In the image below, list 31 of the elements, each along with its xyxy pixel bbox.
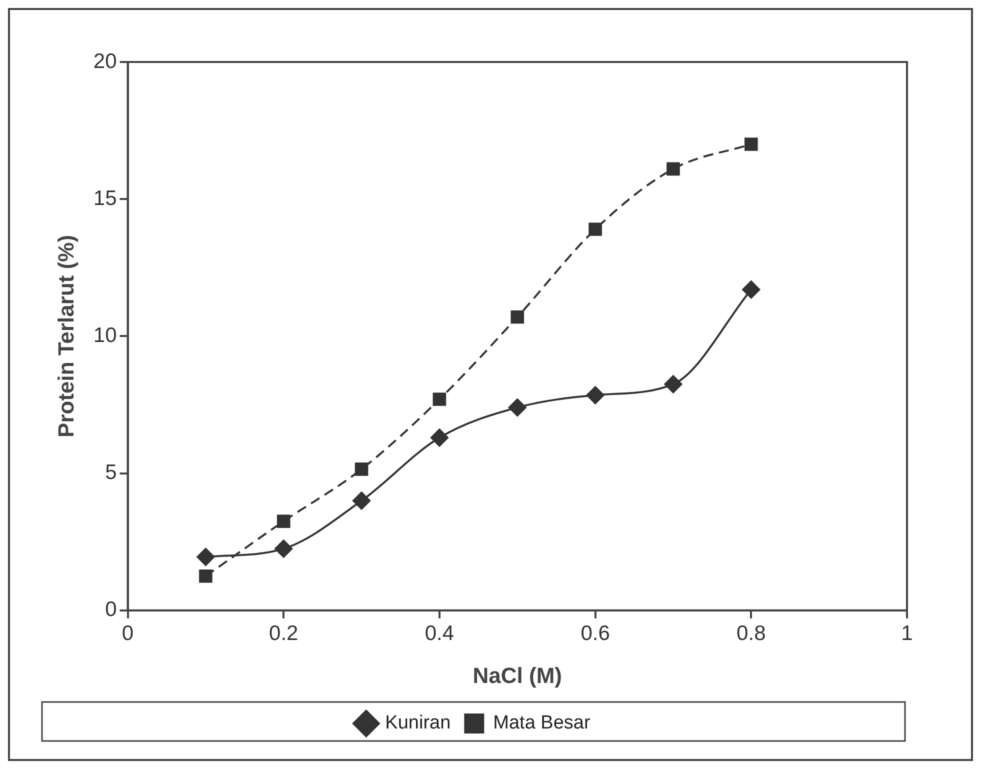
x-tick-label: 0 (122, 622, 134, 645)
legend-label: Mata Besar (493, 712, 591, 734)
y-axis-title: Protein Terlarut (%) (53, 234, 78, 438)
x-tick-label: 0.8 (736, 622, 766, 645)
x-tick-label: 0.2 (269, 622, 298, 645)
point (666, 162, 680, 176)
y-tick-label: 20 (93, 50, 117, 73)
y-tick-label: 15 (93, 186, 117, 210)
point (432, 392, 446, 406)
point (354, 462, 368, 476)
point (742, 280, 760, 299)
point (586, 386, 604, 404)
point (196, 548, 215, 566)
x-tick-label: 0.4 (424, 622, 454, 645)
point (508, 398, 526, 416)
y-tick-label: 10 (93, 324, 117, 347)
x-axis-title: NaCl (M) (472, 662, 562, 688)
x-tick-label: 1 (901, 622, 913, 645)
point (664, 375, 682, 394)
point (430, 428, 448, 447)
point (274, 540, 293, 558)
x-tick-label: 0.6 (580, 622, 610, 645)
y-tick-label: 0 (105, 598, 117, 622)
legend-label: Kuniran (385, 712, 451, 734)
point (744, 138, 758, 151)
point (352, 492, 371, 510)
point (199, 569, 212, 583)
point (588, 222, 602, 236)
point (510, 310, 524, 324)
point (276, 514, 290, 528)
y-tick-label: 5 (105, 461, 117, 484)
